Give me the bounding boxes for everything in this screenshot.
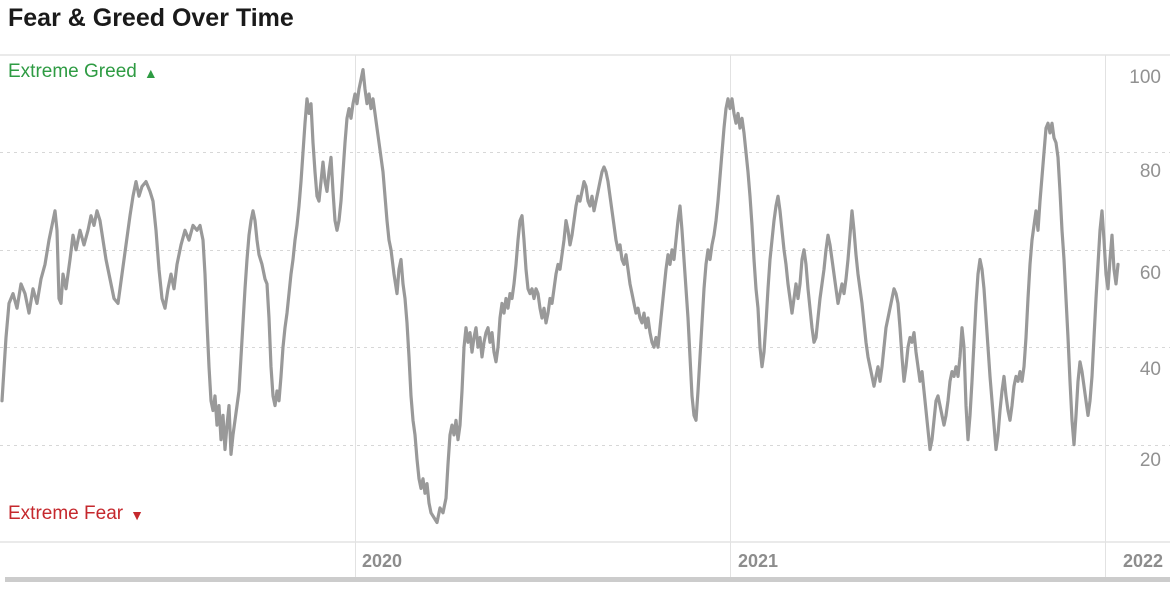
y-axis-tick-60: 60: [1139, 263, 1161, 284]
y-axis-tick-20: 20: [1139, 450, 1161, 471]
y-axis-tick-40: 40: [1139, 359, 1161, 380]
x-axis-tick-2020: 2020: [362, 551, 403, 571]
y-axis-tick-100: 100: [1129, 67, 1161, 88]
extreme-greed-label: Extreme Greed: [8, 61, 137, 82]
bottom-divider-bar: [5, 577, 1170, 582]
extreme-fear-annotation: Extreme Fear ▼: [8, 503, 144, 525]
triangle-up-icon: ▲: [143, 65, 158, 81]
triangle-down-icon: ▼: [130, 507, 144, 523]
extreme-greed-annotation: Extreme Greed ▲: [8, 61, 158, 83]
x-axis-tick-2021: 2021: [738, 551, 779, 571]
extreme-fear-label: Extreme Fear: [8, 503, 124, 524]
x-axis-tick-2022: 2022: [1122, 551, 1163, 571]
fear-greed-series-line: [0, 67, 1120, 525]
page-title: Fear & Greed Over Time: [8, 4, 294, 32]
y-axis-tick-80: 80: [1139, 161, 1161, 182]
